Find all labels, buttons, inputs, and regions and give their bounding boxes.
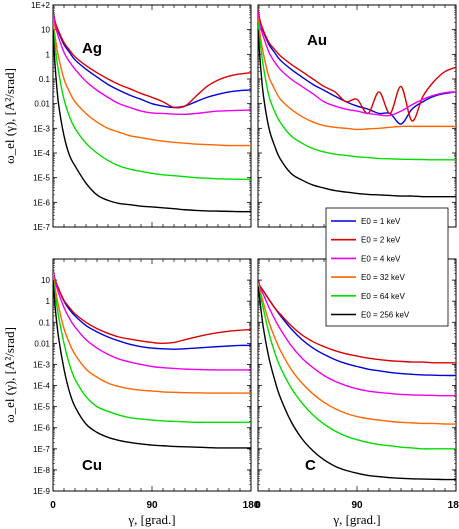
legend-entry-label: E0 = 2 keV — [361, 236, 401, 245]
panel-ag: 1E-7 1E-6 1E-5 1E-4 1E-3 0.01 0.1 1 10 1E+2 Ag — [31, 1, 252, 232]
series-line-256-keV — [53, 280, 251, 449]
legend-entry-label: E0 = 4 keV — [361, 254, 401, 263]
y-tick-label: 1 — [46, 297, 51, 306]
panel-label: Au — [307, 32, 327, 49]
y-axis-label: ω_el (γ), [A²/srad] — [2, 68, 17, 164]
series-line-2-keV — [258, 281, 456, 364]
series-line-1-keV — [258, 10, 456, 125]
panel-cu: 1E-9 1E-8 1E-7 1E-6 1E-5 1E-4 1E-3 0.01 0.1 1 10 0 9… — [33, 258, 260, 511]
x-tick-label: 90 — [351, 500, 363, 511]
legend-entry-label: E0 = 256 keV — [361, 311, 410, 320]
y-tick-label: 1E-6 — [33, 424, 50, 433]
panel-au: Au — [257, 4, 457, 228]
x-tick-label: 0 — [255, 500, 261, 511]
y-tick-label: 1E-3 — [33, 360, 50, 369]
series-line-4-keV — [258, 281, 456, 397]
series-line-4-keV — [53, 271, 251, 371]
y-tick-label: 1E+2 — [31, 1, 50, 10]
panel-label: Cu — [82, 457, 102, 474]
panel-frame — [52, 4, 252, 228]
series-line-2-keV — [53, 10, 251, 109]
series-line-32-keV — [53, 17, 251, 147]
series-line-32-keV — [258, 283, 456, 425]
y-tick-label: 1E-5 — [33, 174, 50, 183]
legend-entry-label: E0 = 64 keV — [361, 292, 405, 301]
x-tick-label: 0 — [50, 500, 56, 511]
x-tick-label: 90 — [146, 500, 158, 511]
x-axis-label: γ, [grad.] — [127, 512, 175, 527]
y-tick-label: 0.1 — [39, 318, 51, 327]
series-line-64-keV — [258, 284, 456, 450]
legend: E0 = 1 keV E0 = 2 keV E0 = 4 keV E0 = 32 ke… — [325, 207, 449, 327]
series-line-4-keV — [258, 12, 456, 117]
y-tick-label: 1E-7 — [33, 445, 50, 454]
y-axis-label: ω_el (γ), [A²/srad] — [2, 327, 17, 423]
y-tick-label: 10 — [41, 276, 50, 285]
y-tick-label: 1E-4 — [33, 382, 50, 391]
series-line-4-keV — [53, 12, 251, 116]
x-tick-label: 180 — [243, 500, 260, 511]
y-tick-label: 1E-9 — [33, 487, 50, 496]
y-tick-label: 1E-7 — [33, 223, 50, 232]
series-line-2-keV — [258, 10, 456, 122]
y-tick-label: 1E-6 — [33, 198, 50, 207]
series-line-32-keV — [53, 273, 251, 394]
y-tick-label: 1E-5 — [33, 403, 50, 412]
series-line-32-keV — [258, 17, 456, 131]
x-tick-label: 180 — [448, 500, 459, 511]
legend-entry-label: E0 = 1 keV — [361, 217, 401, 226]
series-line-64-keV — [258, 22, 456, 161]
y-tick-label: 1E-8 — [33, 466, 50, 475]
series-line-256-keV — [258, 286, 456, 481]
series-line-64-keV — [53, 22, 251, 181]
y-tick-label: 0.01 — [34, 100, 50, 109]
x-axis-label: γ, [grad.] — [332, 512, 380, 527]
y-tick-label: 0.1 — [39, 75, 51, 84]
series-line-64-keV — [53, 276, 251, 424]
legend-box — [325, 207, 449, 327]
y-tick-label: 0.01 — [34, 339, 50, 348]
series-line-256-keV — [53, 29, 251, 213]
series-line-2-keV — [53, 269, 251, 345]
panel-label: C — [305, 457, 316, 474]
y-tick-label: 1E-3 — [33, 124, 50, 133]
panel-label: Ag — [82, 40, 102, 57]
y-tick-label: 1 — [46, 50, 51, 59]
y-tick-label: 1E-4 — [33, 149, 50, 158]
series-line-1-keV — [53, 269, 251, 350]
series-line-1-keV — [53, 10, 251, 109]
series-line-256-keV — [258, 29, 456, 198]
legend-entry-label: E0 = 32 keV — [361, 273, 405, 282]
y-tick-label: 10 — [41, 26, 50, 35]
